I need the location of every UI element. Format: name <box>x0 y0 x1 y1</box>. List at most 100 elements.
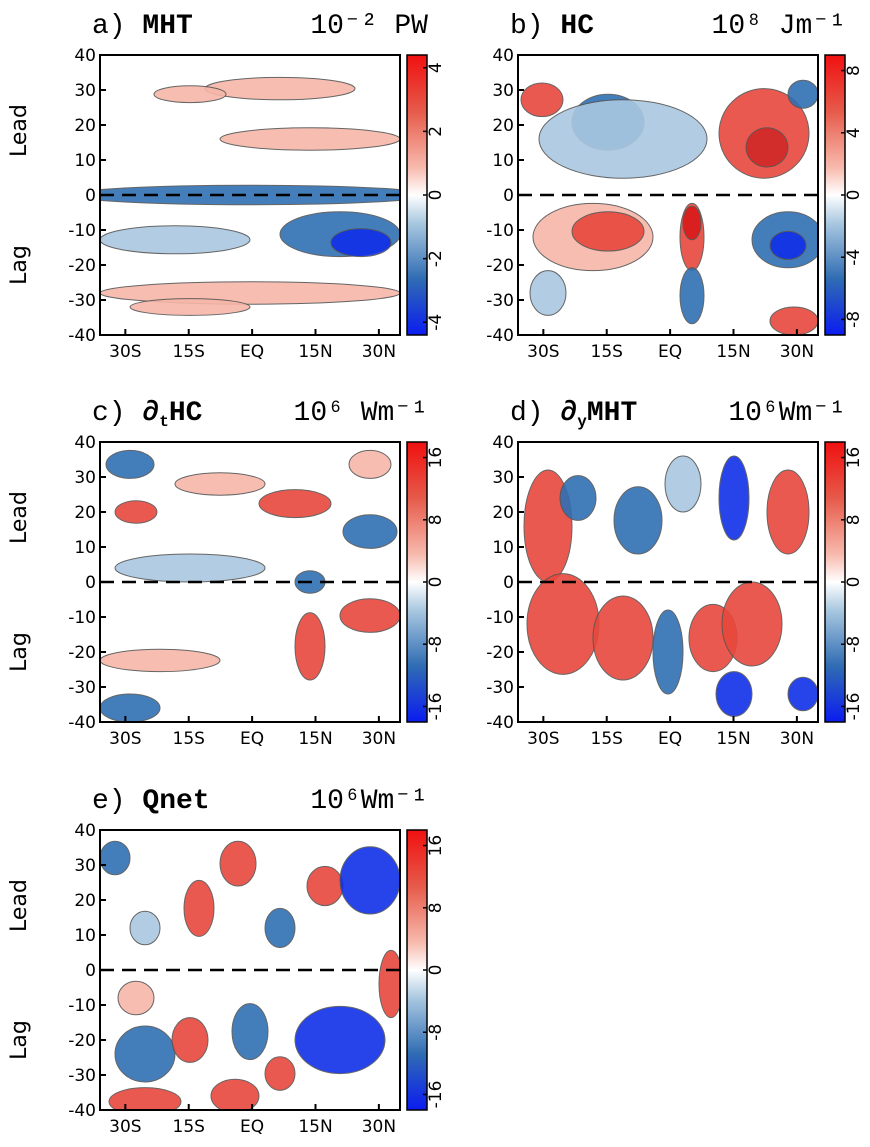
shaded-region <box>108 1087 182 1110</box>
shaded-region <box>114 553 266 583</box>
x-tick-label: 15N <box>298 342 332 362</box>
colorbar-tick-label: 0 <box>844 190 864 201</box>
field <box>100 830 400 1110</box>
colorbar-tick-label: 8 <box>844 65 864 76</box>
x-tick-label: 15S <box>591 729 623 749</box>
shaded-region <box>100 225 251 255</box>
panel-label: c) <box>92 398 126 429</box>
y-axis-label: Lead <box>7 104 32 157</box>
colorbar-tick-label: 8 <box>426 902 446 913</box>
shaded-region <box>592 595 654 681</box>
colorbar-tick-label: -2 <box>426 250 446 267</box>
shaded-region <box>294 612 326 681</box>
y-tick-label: -10 <box>486 608 514 628</box>
y-tick-label: -40 <box>486 713 514 733</box>
title-operator: ∂ <box>560 398 577 429</box>
y-tick-label: 30 <box>492 468 514 488</box>
y-axis-label: Lag <box>7 245 32 285</box>
y-tick-label: -10 <box>68 996 96 1016</box>
title-name: HC <box>169 398 203 429</box>
shaded-region <box>174 472 266 496</box>
colorbar-tick-label: -8 <box>844 311 864 328</box>
y-tick-label: -30 <box>68 291 96 311</box>
colorbar-tick-label: 0 <box>844 577 864 588</box>
shaded-region <box>787 79 818 109</box>
title-name: Qnet <box>142 786 209 817</box>
y-tick-label: 30 <box>492 81 514 101</box>
shaded-region <box>613 486 663 555</box>
colorbar-tick-label: 0 <box>426 577 446 588</box>
shaded-region <box>100 648 221 673</box>
shaded-region <box>526 573 600 675</box>
spacer <box>126 786 143 817</box>
shaded-region <box>171 1017 209 1063</box>
shaded-region <box>100 840 131 876</box>
shaded-region <box>339 846 400 915</box>
shaded-region <box>787 676 818 712</box>
shaded-region <box>766 469 810 555</box>
shaded-region <box>529 270 567 316</box>
panel-unit: 10⁻² PW <box>310 11 428 42</box>
y-tick-label: 0 <box>503 186 514 206</box>
y-tick-label: 40 <box>492 46 514 66</box>
colorbar-tick-label: -8 <box>844 636 864 653</box>
y-tick-label: 20 <box>492 116 514 136</box>
y-tick-label: 40 <box>74 821 96 841</box>
x-tick-label: EQ <box>658 729 682 749</box>
shaded-region <box>204 76 356 101</box>
x-tick-label: 15S <box>591 342 623 362</box>
title-name: MHT <box>587 398 637 429</box>
y-tick-label: 10 <box>492 538 514 558</box>
y-tick-label: -10 <box>68 221 96 241</box>
y-tick-label: -40 <box>68 1101 96 1121</box>
shaded-region <box>210 1078 260 1110</box>
panel-title: d) ∂yMHT <box>510 398 637 431</box>
shaded-region <box>219 840 257 887</box>
y-tick-label: 20 <box>74 116 96 136</box>
shaded-region <box>679 267 705 325</box>
panel-label: d) <box>510 398 544 429</box>
colorbar-tick-label: 4 <box>426 62 446 73</box>
y-tick-label: 30 <box>74 81 96 101</box>
y-tick-label: -30 <box>68 1066 96 1086</box>
y-tick-label: 0 <box>503 573 514 593</box>
shaded-region <box>100 693 161 722</box>
x-tick-label: EQ <box>240 1117 264 1137</box>
spacer <box>126 398 143 429</box>
shaded-region <box>100 184 400 206</box>
x-tick-label: EQ <box>240 342 264 362</box>
x-tick-label: 15N <box>716 342 750 362</box>
panel-unit: 10⁶ Wm⁻¹ <box>294 398 428 429</box>
y-axis-label: Lead <box>7 879 32 932</box>
shaded-region <box>745 127 789 168</box>
y-tick-label: -30 <box>68 678 96 698</box>
x-tick-label: 30S <box>109 1117 141 1137</box>
shaded-region <box>114 500 158 524</box>
colorbar-tick-label: 16 <box>844 447 864 469</box>
shaded-region <box>264 907 296 949</box>
x-tick-label: 30N <box>362 1117 396 1137</box>
y-tick-label: -40 <box>68 326 96 346</box>
x-tick-label: 15S <box>173 1117 205 1137</box>
shaded-region <box>652 609 684 695</box>
colorbar-tick-label: -4 <box>844 249 864 266</box>
x-tick-label: 30S <box>109 729 141 749</box>
title-operator: ∂ <box>142 398 159 429</box>
colorbar-tick-label: -8 <box>426 636 446 653</box>
title-subscript: t <box>159 413 169 431</box>
panel-unit: 10⁶Wm⁻¹ <box>310 786 428 817</box>
x-tick-label: 30S <box>527 342 559 362</box>
x-tick-label: 15S <box>173 342 205 362</box>
panel-title: a) MHT <box>92 11 193 42</box>
shaded-region <box>129 910 161 946</box>
panel-title: b) HC <box>510 11 594 42</box>
shaded-region <box>769 306 818 335</box>
colorbar-tick-label: -8 <box>426 1024 446 1041</box>
shaded-region <box>342 514 398 549</box>
x-tick-label: 15N <box>298 729 332 749</box>
colorbar-tick-label: 8 <box>844 514 864 525</box>
shaded-region <box>520 82 564 118</box>
shaded-region <box>339 598 400 633</box>
spacer <box>544 398 561 429</box>
